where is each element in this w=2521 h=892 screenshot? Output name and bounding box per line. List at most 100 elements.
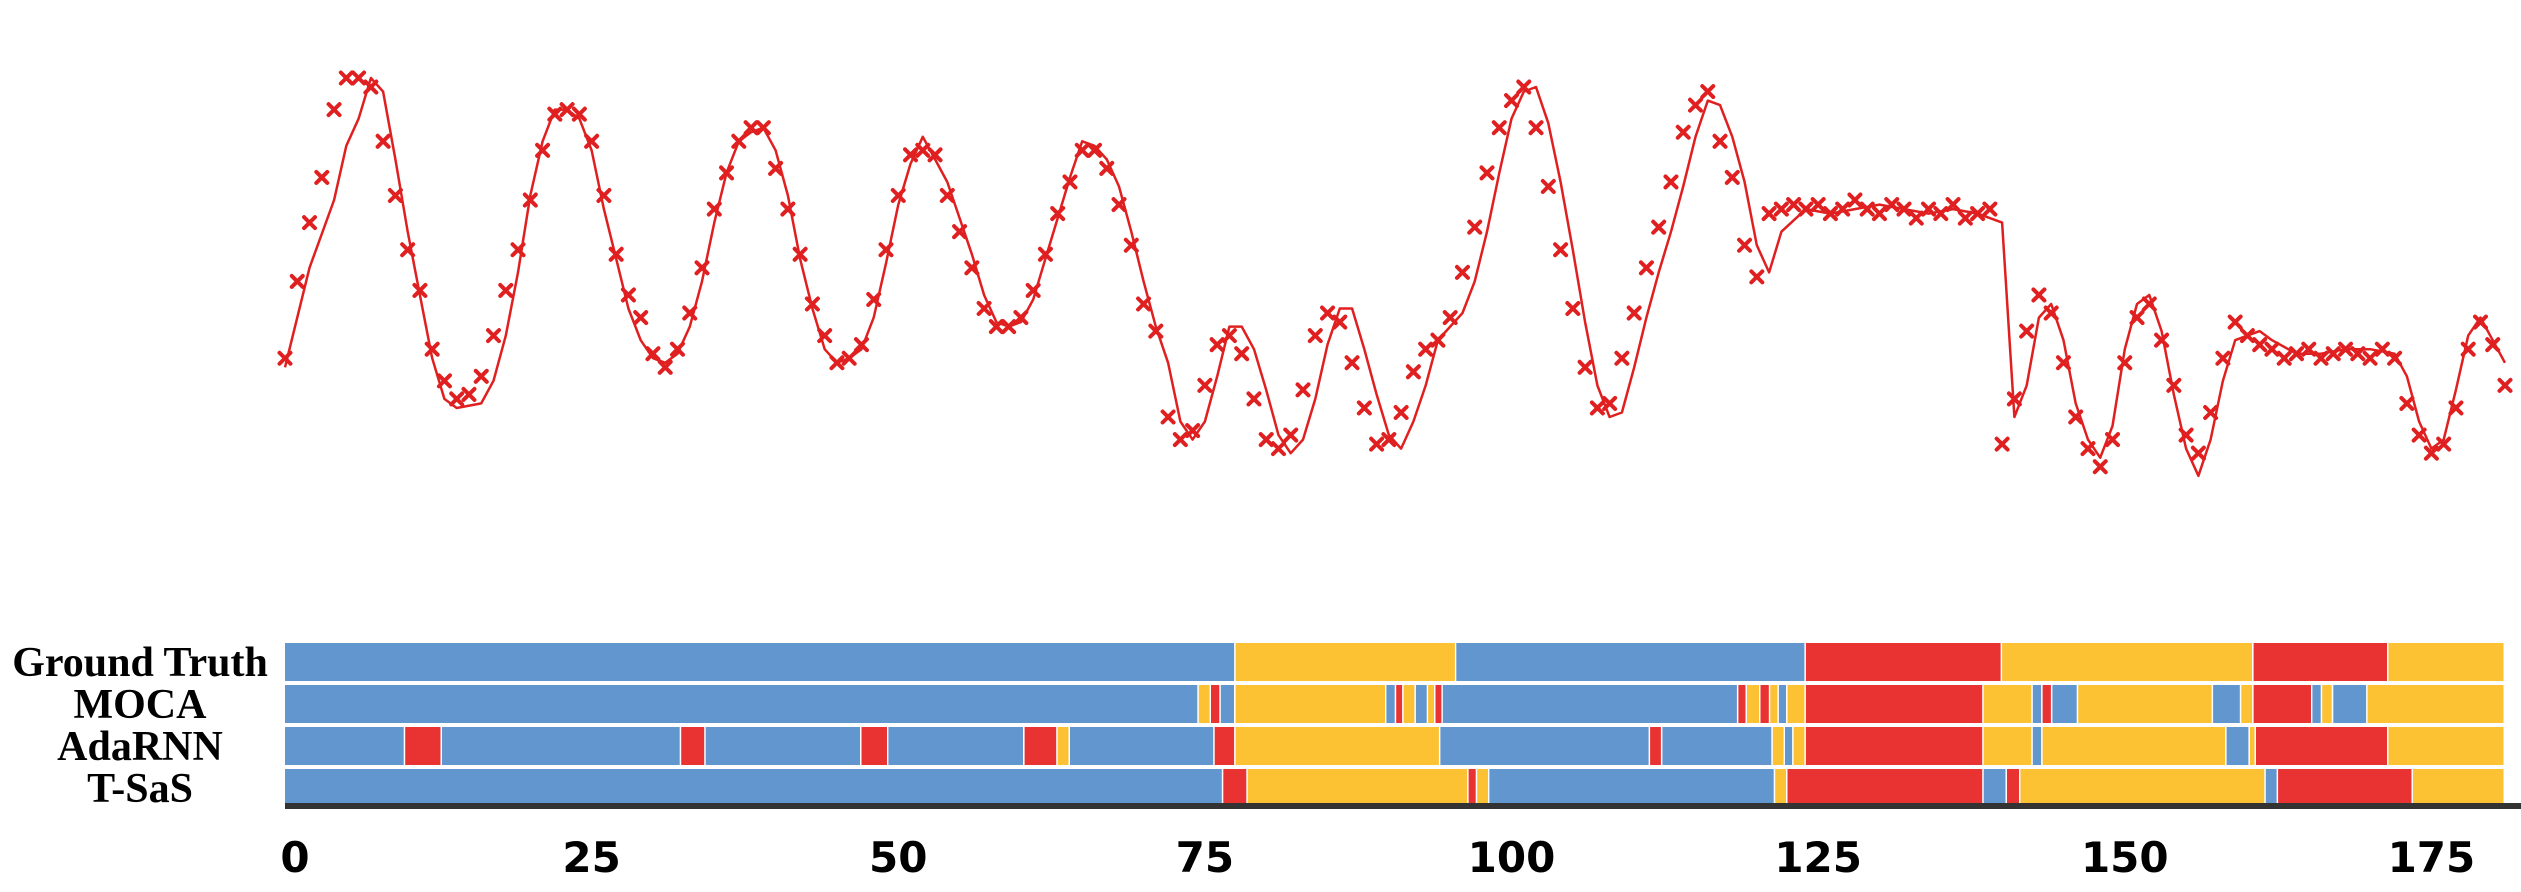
segment-blue: [285, 643, 1235, 681]
signal-marker: [1111, 197, 1127, 213]
segment-red: [1396, 685, 1403, 723]
signal-marker: [952, 224, 968, 240]
signal-marker: [1884, 197, 1900, 213]
segment-red: [1468, 769, 1476, 807]
signal-marker: [1663, 174, 1679, 190]
signal-line-plot: [277, 70, 2513, 478]
signal-marker: [498, 282, 514, 298]
signal-marker: [1712, 133, 1728, 149]
segment-yellow: [1247, 769, 1468, 807]
row-label-t-sas: T-SaS: [87, 766, 193, 812]
signal-marker: [853, 337, 869, 353]
segment-yellow: [1235, 685, 1385, 723]
signal-marker: [1614, 350, 1630, 366]
segment-red: [405, 727, 441, 765]
signal-marker: [743, 120, 759, 136]
signal-marker: [1822, 206, 1838, 222]
segment-yellow: [2413, 769, 2504, 807]
signal-marker: [2031, 287, 2047, 303]
signal-marker: [1516, 79, 1532, 95]
signal-marker: [2301, 341, 2317, 357]
segment-red: [2256, 727, 2387, 765]
x-tick-label: 125: [1774, 833, 1862, 882]
segment-yellow: [1770, 685, 1778, 723]
segment-blue: [2032, 685, 2042, 723]
segment-red: [1738, 685, 1746, 723]
segment-yellow: [1235, 643, 1455, 681]
signal-marker: [326, 102, 342, 118]
signal-marker: [436, 373, 452, 389]
segment-blue: [2032, 727, 2042, 765]
signal-marker: [461, 386, 477, 402]
segment-blue: [705, 727, 860, 765]
segment-blue: [2052, 685, 2077, 723]
signal-marker: [682, 305, 698, 321]
signal-marker: [387, 188, 403, 204]
signal-marker: [1773, 201, 1789, 217]
signal-marker: [719, 165, 735, 181]
signal-marker: [1896, 201, 1912, 217]
segment-yellow: [2020, 769, 2265, 807]
signal-marker: [1970, 206, 1986, 222]
signal-marker: [2423, 445, 2439, 461]
signal-marker: [1921, 201, 1937, 217]
segment-blue: [1070, 727, 1214, 765]
signal-marker: [2117, 355, 2133, 371]
signal-marker: [669, 341, 685, 357]
signal-marker: [1356, 400, 1372, 416]
segment-blue: [2226, 727, 2249, 765]
signal-marker: [964, 260, 980, 276]
signal-marker: [1234, 346, 1250, 362]
segment-yellow: [1477, 769, 1488, 807]
segment-red: [2253, 643, 2387, 681]
signal-marker: [1835, 201, 1851, 217]
segment-yellow: [1775, 769, 1786, 807]
segment-red: [1805, 727, 1983, 765]
signal-marker: [1442, 310, 1458, 326]
signal-marker: [1589, 400, 1605, 416]
signal-marker: [1859, 201, 1875, 217]
segment-yellow: [1428, 685, 1434, 723]
signal-marker: [363, 79, 379, 95]
x-tick-label: 0: [280, 833, 309, 882]
signal-marker: [1430, 332, 1446, 348]
signal-marker: [1479, 165, 1495, 181]
signal-marker: [473, 368, 489, 384]
x-tick-label: 25: [562, 833, 620, 882]
signal-marker: [1283, 427, 1299, 443]
segment-yellow: [2322, 685, 2332, 723]
signal-marker: [755, 120, 771, 136]
signal-marker: [1185, 423, 1201, 439]
segment-blue: [285, 685, 1198, 723]
segment-yellow: [2388, 643, 2504, 681]
signal-marker: [2288, 346, 2304, 362]
signal-marker: [314, 169, 330, 185]
signal-marker: [2399, 395, 2415, 411]
signal-marker: [2092, 459, 2108, 475]
signal-marker: [2215, 350, 2231, 366]
segment-blue: [1456, 643, 1805, 681]
segment-red: [681, 727, 705, 765]
signal-marker: [1957, 210, 1973, 226]
signal-marker: [2141, 296, 2157, 312]
signal-marker: [1994, 436, 2010, 452]
signal-marker: [1307, 328, 1323, 344]
signal-marker: [1700, 84, 1716, 100]
signal-marker: [1798, 201, 1814, 217]
signal-marker: [1454, 264, 1470, 280]
signal-marker: [927, 147, 943, 163]
signal-marker: [1933, 206, 1949, 222]
segment-blue: [1415, 685, 1427, 723]
segment-yellow: [1983, 727, 2032, 765]
x-tick-label: 100: [1468, 833, 1556, 882]
x-tick-label: 75: [1176, 833, 1234, 882]
signal-marker: [2325, 346, 2341, 362]
segment-blue: [1386, 685, 1395, 723]
signal-marker: [535, 142, 551, 158]
segment-yellow: [1403, 685, 1415, 723]
signal-marker: [486, 328, 502, 344]
segment-blue: [2333, 685, 2367, 723]
signal-marker: [706, 201, 722, 217]
signal-marker: [449, 391, 465, 407]
signal-marker: [1761, 206, 1777, 222]
